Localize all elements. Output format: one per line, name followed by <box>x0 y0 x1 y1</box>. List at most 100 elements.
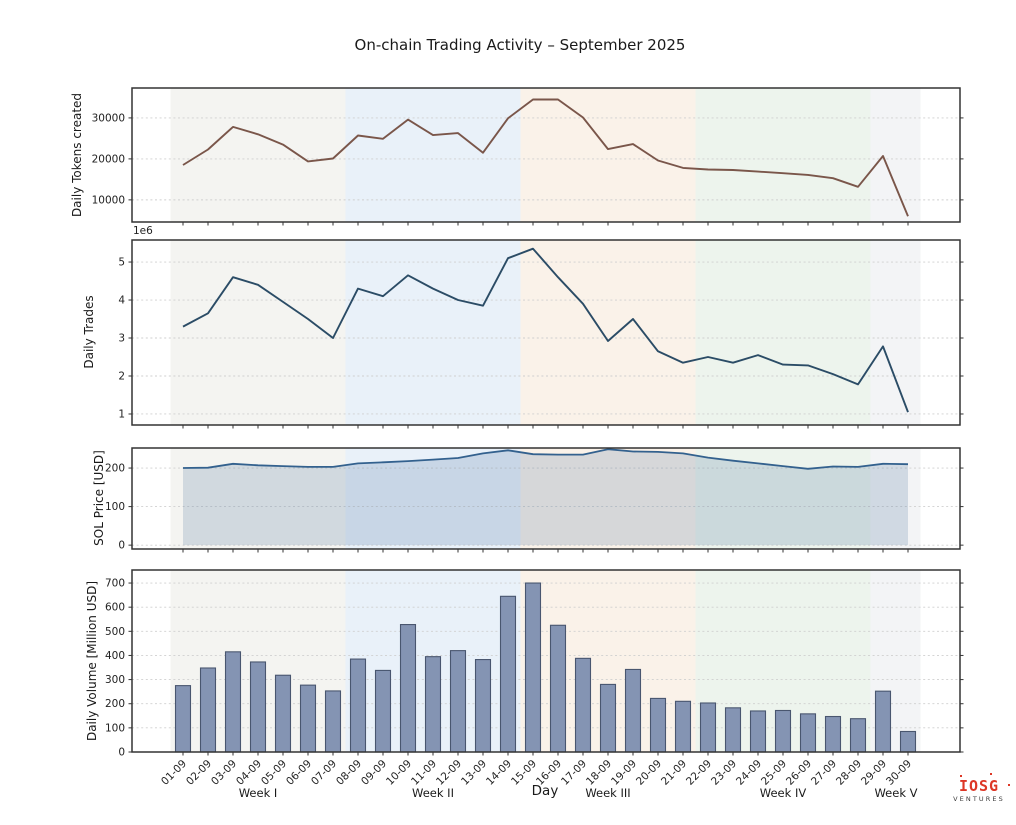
bar-07-09 <box>324 690 342 753</box>
y-tick-label: 5 <box>118 257 125 269</box>
bar-17-09 <box>574 657 592 753</box>
y-tick-label: 20000 <box>92 153 125 165</box>
y-tick-label: 2 <box>118 370 125 382</box>
x-tick-label-11-09: 11-09 <box>409 758 439 788</box>
x-tick-label-14-09: 14-09 <box>484 758 514 788</box>
chart-2-line: 1 2 3 4 5 1e6 <box>118 225 964 429</box>
x-tick-label-22-09: 22-09 <box>684 758 714 788</box>
axes-spines <box>131 87 961 223</box>
week-3-label: Week III <box>585 786 631 800</box>
week-2-label: Week II <box>412 786 454 800</box>
logo-sub-text: VENTURES <box>953 795 1005 803</box>
y-tick-label: 200 <box>105 463 125 475</box>
bar-28-09 <box>849 718 867 753</box>
x-tick-label-13-09: 13-09 <box>459 758 489 788</box>
bar-25-09 <box>774 709 792 753</box>
x-tick-label-28-09: 28-09 <box>834 758 864 788</box>
week-5-label: Week V <box>874 786 918 800</box>
bar-22-09 <box>699 702 717 753</box>
bar-10-09 <box>399 624 417 753</box>
band-week-ii <box>345 448 521 549</box>
bar-02-09 <box>199 667 217 753</box>
chart-title: On-chain Trading Activity – September 20… <box>354 36 686 54</box>
x-tick-label-05-09: 05-09 <box>259 758 289 788</box>
bar-23-09 <box>724 707 742 753</box>
bar-13-09 <box>474 659 492 753</box>
bar-15-09 <box>524 582 542 753</box>
y-tick-label: 100 <box>105 722 125 734</box>
y-tick-label: 1 <box>118 408 125 420</box>
y-tick-label: 0 <box>118 747 125 759</box>
x-tick-label-19-09: 19-09 <box>609 758 639 788</box>
band-week-iv <box>695 240 871 425</box>
bar-24-09 <box>749 710 767 753</box>
bar-30-09 <box>899 730 917 753</box>
week-1-label: Week I <box>238 786 278 800</box>
data-line <box>182 247 909 413</box>
axes-spines <box>131 569 961 753</box>
y-axis-offset-label: 1e6 <box>133 225 153 237</box>
bar-08-09 <box>349 658 367 753</box>
x-tick-label-26-09: 26-09 <box>784 758 814 788</box>
band-week-iii <box>520 88 696 222</box>
x-tick-label-18-09: 18-09 <box>584 758 614 788</box>
y-tick-label: 200 <box>105 698 125 710</box>
y-tick-label: 10000 <box>92 194 125 206</box>
iosg-ventures-logo: IOSG VENTURES <box>946 773 1012 803</box>
bar-09-09 <box>374 669 392 753</box>
y-tick-label: 400 <box>105 650 125 662</box>
band-week-i <box>170 88 346 222</box>
x-tick-label-06-09: 06-09 <box>284 758 314 788</box>
x-tick-label-08-09: 08-09 <box>334 758 364 788</box>
week-4-label: Week IV <box>759 786 807 800</box>
logo-pixel-dot <box>1008 784 1010 786</box>
x-tick-label-04-09: 04-09 <box>234 758 264 788</box>
bar-12-09 <box>449 650 467 753</box>
logo-pixel-dot <box>990 773 992 775</box>
bar-04-09 <box>249 661 267 753</box>
bar-19-09 <box>624 668 642 753</box>
band-week-iv <box>695 88 871 222</box>
x-tick-label-25-09: 25-09 <box>759 758 789 788</box>
band-week-i <box>170 240 346 425</box>
x-axis-label: Day <box>531 783 559 799</box>
logo-pixel-dot <box>960 775 962 777</box>
axes-spines <box>131 239 961 426</box>
y-tick-label: 3 <box>118 333 125 345</box>
x-tick-label-24-09: 24-09 <box>734 758 764 788</box>
y-tick-label: 600 <box>105 602 125 614</box>
x-tick-label-29-09: 29-09 <box>859 758 889 788</box>
data-line <box>182 98 909 217</box>
area-fill <box>183 449 908 546</box>
bar-16-09 <box>549 624 567 753</box>
band-week-iii <box>520 448 696 549</box>
x-tick-label-21-09: 21-09 <box>659 758 689 788</box>
x-tick-label-02-09: 02-09 <box>184 758 214 788</box>
x-tick-label-10-09: 10-09 <box>384 758 414 788</box>
band-week-ii <box>345 240 521 425</box>
bar-14-09 <box>499 595 517 753</box>
y-tick-label: 0 <box>118 540 125 552</box>
axes-spines <box>131 447 961 550</box>
x-tick-label-23-09: 23-09 <box>709 758 739 788</box>
y-tick-label: 300 <box>105 674 125 686</box>
band-week-iii <box>520 240 696 425</box>
bar-11-09 <box>424 656 442 753</box>
bar-18-09 <box>599 683 617 753</box>
y-tick-label: 700 <box>105 578 125 590</box>
area-line <box>182 448 909 470</box>
band-week-iv <box>695 448 871 549</box>
bar-03-09 <box>224 651 242 753</box>
band-week-v <box>870 240 921 425</box>
x-tick-label-09-09: 09-09 <box>359 758 389 788</box>
x-tick-label-01-09: 01-09 <box>159 758 189 788</box>
x-tick-label-12-09: 12-09 <box>434 758 464 788</box>
y-tick-label: 30000 <box>92 112 125 124</box>
x-tick-label-30-09: 30-09 <box>884 758 914 788</box>
x-tick-label-07-09: 07-09 <box>309 758 339 788</box>
chart-4-bar: 0 100 200 300 400 500 600 700 01-0902-0903-0904-… <box>105 569 964 788</box>
band-week-v <box>870 88 921 222</box>
bar-06-09 <box>299 684 317 753</box>
logo-brand-text: IOSG <box>958 777 1000 795</box>
